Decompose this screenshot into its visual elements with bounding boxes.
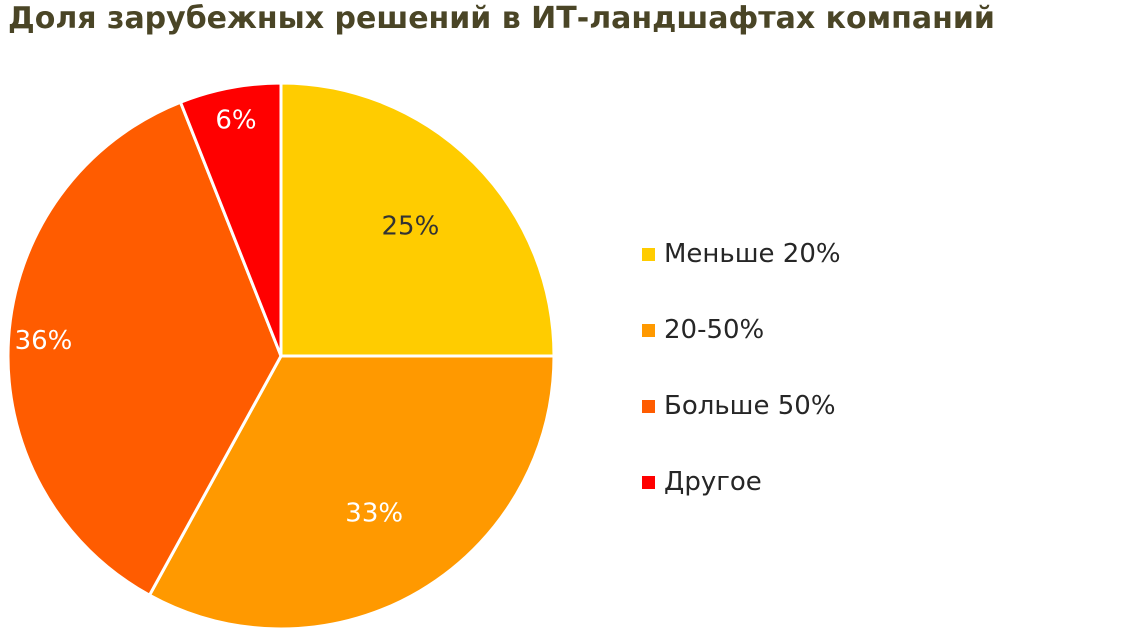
legend-label: Меньше 20% — [664, 239, 841, 269]
data-label-other: 6% — [215, 105, 256, 135]
legend: Меньше 20% 20-50% Больше 50% Другое — [642, 234, 841, 538]
legend-item-20-50: 20-50% — [642, 310, 841, 350]
pie-chart: 25% 33% 36% 6% — [6, 81, 556, 631]
chart-title: Доля зарубежных решений в ИТ-ландшафтах … — [8, 1, 995, 36]
legend-swatch-20-50 — [642, 323, 655, 337]
legend-item-other: Другое — [642, 462, 841, 502]
legend-swatch-less-20 — [642, 247, 655, 261]
pie-slice-less-20 — [279, 81, 556, 358]
data-label-20-50: 33% — [345, 499, 403, 529]
legend-item-less-20: Меньше 20% — [642, 234, 841, 274]
legend-swatch-more-50 — [642, 399, 655, 413]
pie-slice-20-50 — [147, 354, 556, 631]
legend-label: Больше 50% — [664, 391, 836, 421]
legend-label: 20-50% — [664, 315, 765, 345]
legend-swatch-other — [642, 475, 655, 489]
pie-slice-other — [179, 81, 283, 358]
pie-slice-more-50 — [6, 100, 283, 597]
data-label-less-20: 25% — [382, 212, 440, 242]
data-label-more-50: 36% — [15, 326, 73, 356]
legend-item-more-50: Больше 50% — [642, 386, 841, 426]
legend-label: Другое — [664, 467, 762, 497]
